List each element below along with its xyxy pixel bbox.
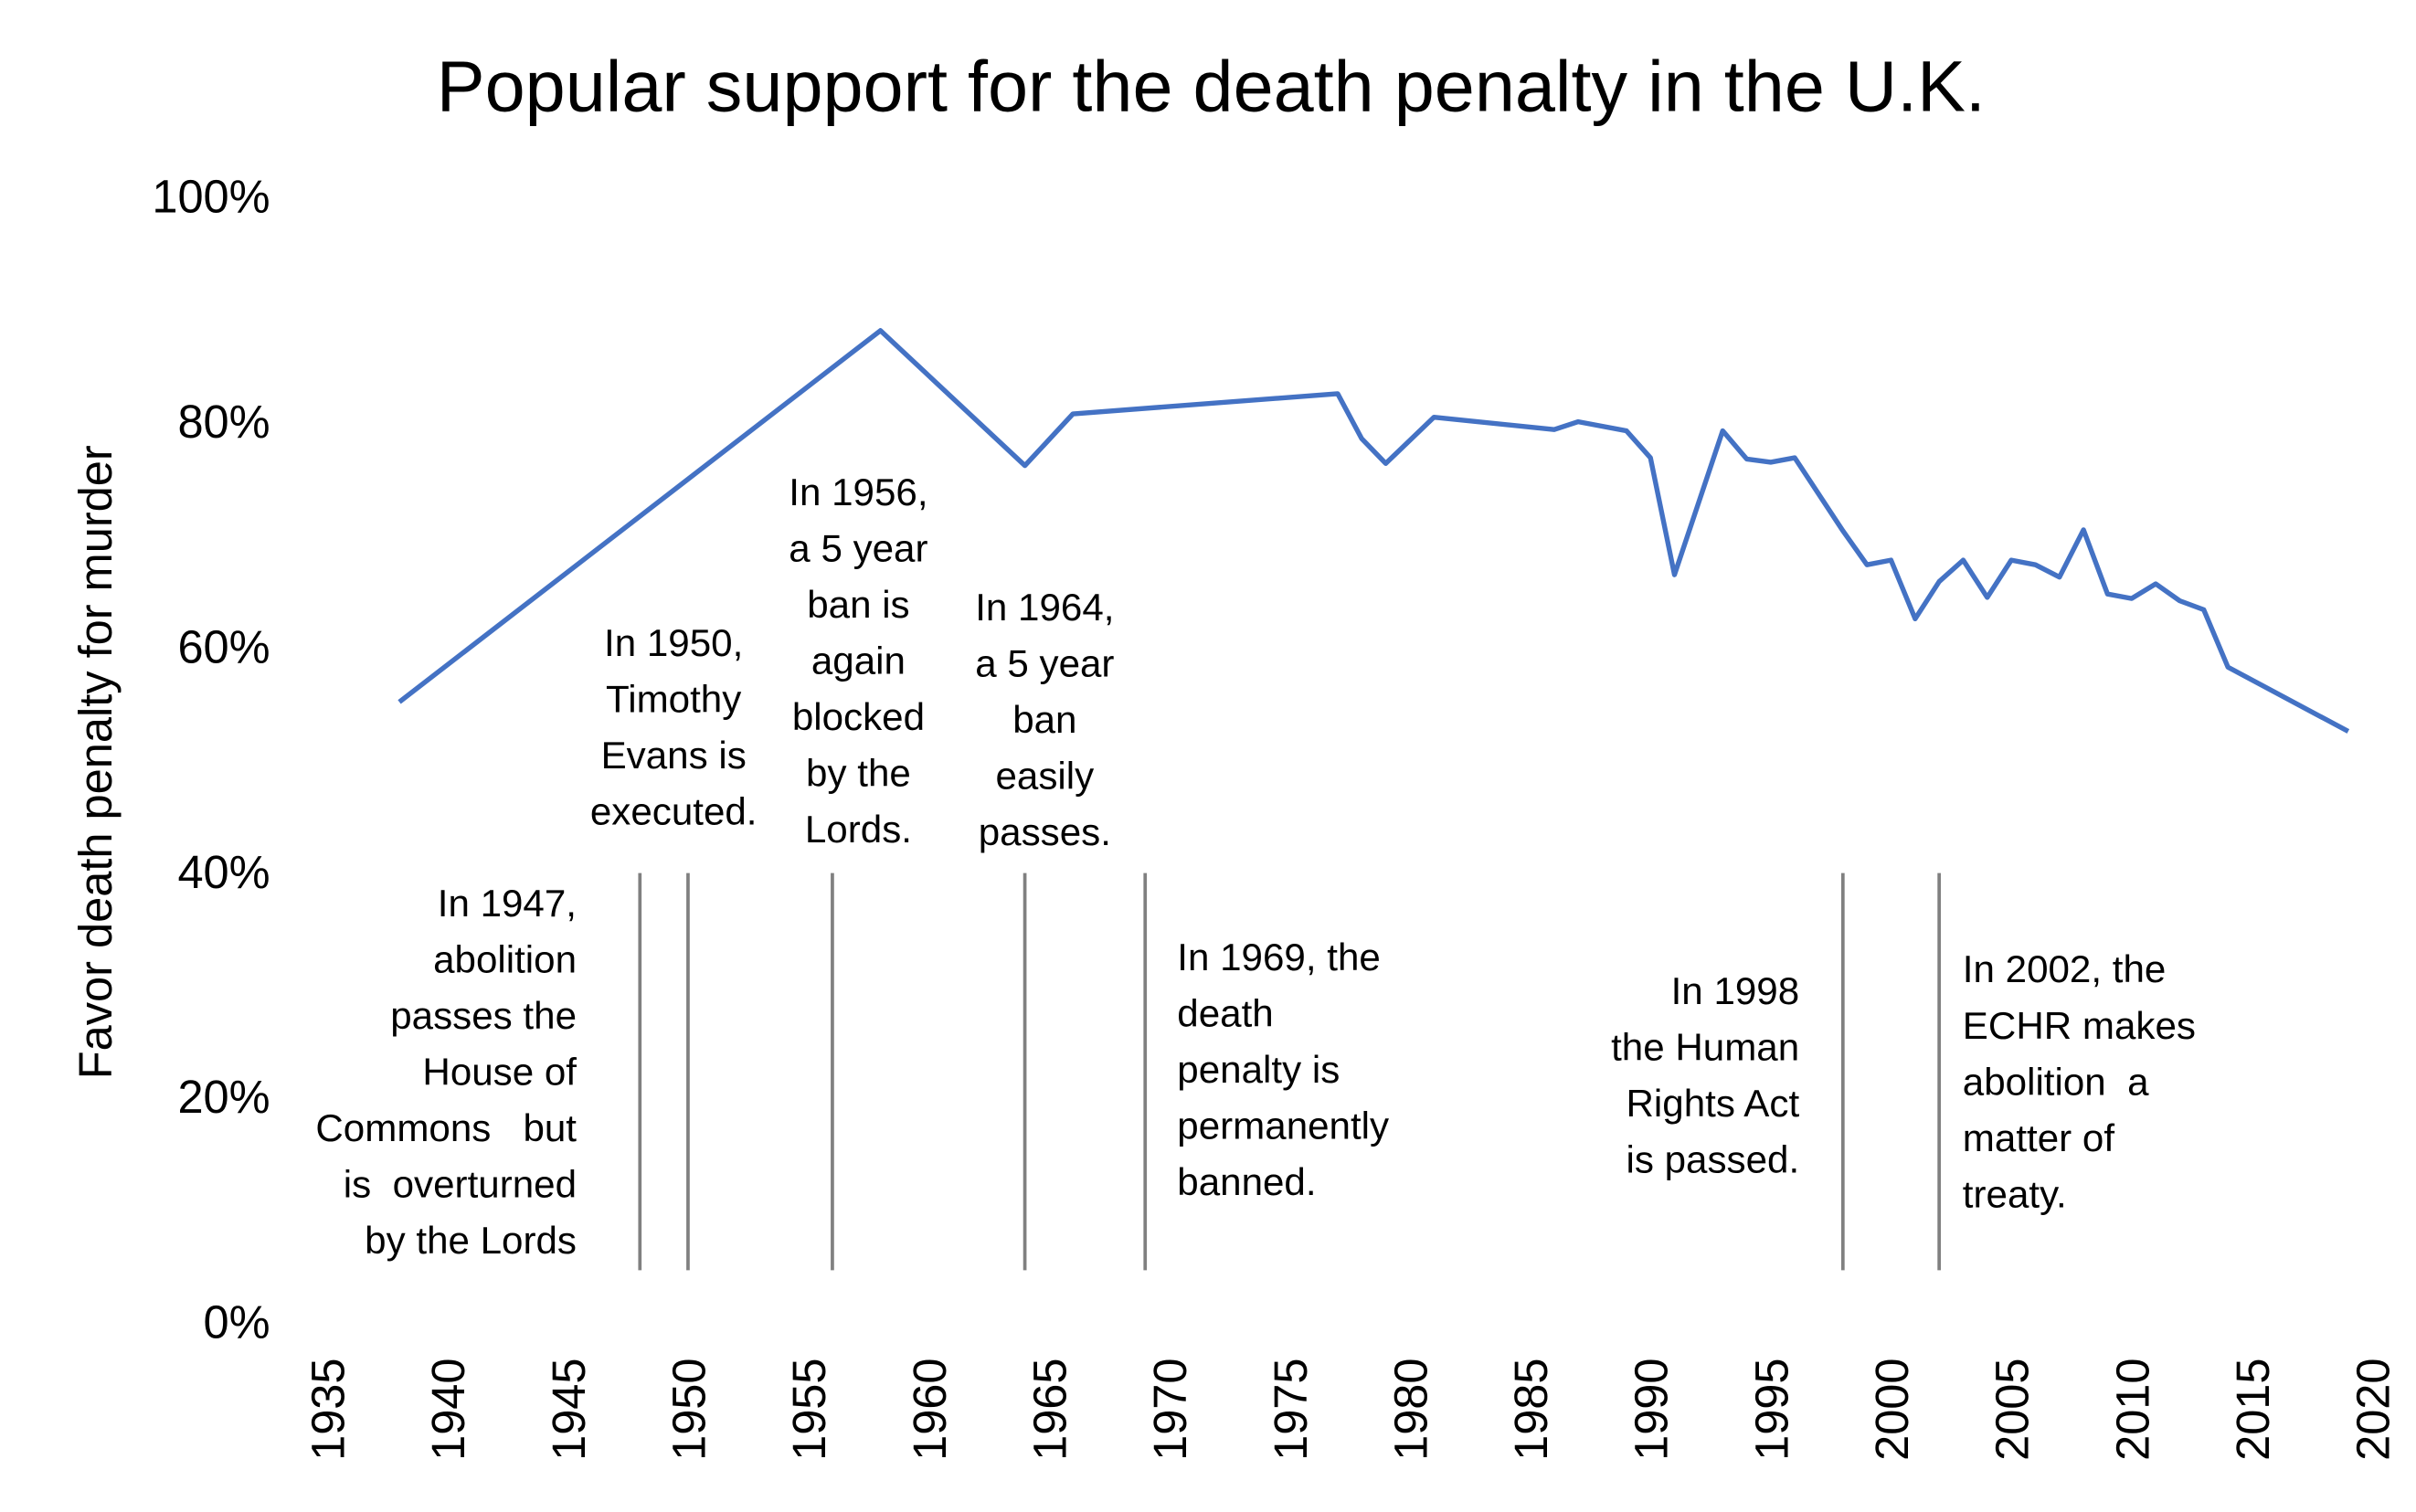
annotation-line: In 1998 bbox=[1671, 969, 1800, 1012]
event-lines bbox=[638, 872, 1942, 1271]
annotation-line: matter of bbox=[1963, 1116, 2115, 1159]
annotation-line: passes. bbox=[979, 810, 1111, 853]
y-tick-label: 80% bbox=[177, 396, 270, 448]
annotation-line: abolition a bbox=[1963, 1060, 2149, 1103]
annotation-line: the Human bbox=[1611, 1025, 1799, 1068]
x-tick-label: 2015 bbox=[2227, 1358, 2279, 1460]
x-tick-label: 1975 bbox=[1265, 1358, 1317, 1460]
annotation-line: banned. bbox=[1177, 1160, 1316, 1203]
x-tick-label: 1980 bbox=[1384, 1358, 1436, 1460]
annotations: In 1947, abolition passes the House of Commo… bbox=[315, 471, 2196, 1262]
annotation-line: treaty. bbox=[1963, 1172, 2067, 1215]
x-tick-label: 1990 bbox=[1626, 1358, 1678, 1460]
annotation-line: permanently bbox=[1177, 1104, 1389, 1147]
annotation-line: by the bbox=[806, 751, 911, 794]
annotation-line: abolition bbox=[433, 937, 577, 980]
annotation-line: death bbox=[1177, 991, 1273, 1034]
annotation-line: House of bbox=[422, 1050, 577, 1093]
y-tick-labels: 0% 20% 40% 60% 80% 100% bbox=[152, 171, 270, 1348]
annotation-line: Commons but bbox=[315, 1106, 577, 1149]
x-tick-label: 1995 bbox=[1745, 1358, 1797, 1460]
annotation-line: executed. bbox=[590, 789, 758, 832]
x-tick-label: 1955 bbox=[783, 1358, 835, 1460]
y-tick-label: 0% bbox=[204, 1296, 270, 1348]
x-tick-label: 2020 bbox=[2347, 1358, 2400, 1460]
annotation-line: ban is bbox=[807, 583, 909, 626]
annotation-line: ECHR makes bbox=[1963, 1004, 2196, 1047]
x-tick-label: 1970 bbox=[1144, 1358, 1196, 1460]
annotation-1956: In 1956, a 5 year ban is again blocked by the… bbox=[789, 471, 927, 851]
annotation-1998: In 1998 the Human Rights Act is passed. bbox=[1611, 969, 1799, 1181]
annotation-line: Timothy bbox=[606, 677, 741, 720]
annotation-line: Rights Act bbox=[1627, 1082, 1800, 1125]
y-tick-label: 100% bbox=[152, 171, 270, 223]
y-tick-label: 40% bbox=[177, 846, 270, 898]
annotation-line: Lords. bbox=[805, 808, 912, 851]
annotation-line: Evans is bbox=[601, 734, 747, 777]
y-axis-label: Favor death penalty for murder bbox=[69, 445, 122, 1079]
x-tick-label: 1940 bbox=[422, 1358, 474, 1460]
annotation-2002: In 2002, the ECHR makes abolition a matter … bbox=[1963, 947, 2196, 1215]
annotation-line: In 2002, the bbox=[1963, 947, 2167, 990]
annotation-line: is passed. bbox=[1626, 1137, 1799, 1180]
x-tick-label: 1935 bbox=[302, 1358, 355, 1460]
x-tick-label: 1945 bbox=[543, 1358, 595, 1460]
annotation-line: In 1956, bbox=[789, 471, 927, 513]
annotation-line: blocked bbox=[792, 695, 925, 738]
annotation-line: In 1950, bbox=[604, 621, 743, 664]
annotation-line: again bbox=[811, 639, 906, 682]
y-tick-label: 20% bbox=[177, 1071, 270, 1123]
annotation-1950: In 1950, Timothy Evans is executed. bbox=[590, 621, 758, 833]
annotation-line: In 1947, bbox=[438, 882, 577, 925]
annotation-line: by the Lords bbox=[365, 1219, 577, 1262]
annotation-line: passes the bbox=[390, 994, 577, 1037]
x-tick-label: 2000 bbox=[1866, 1358, 1918, 1460]
x-tick-label: 1950 bbox=[662, 1358, 715, 1460]
x-tick-label: 2010 bbox=[2106, 1358, 2158, 1460]
x-tick-label: 1985 bbox=[1505, 1358, 1557, 1460]
annotation-1969: In 1969, the death penalty is permanently ba… bbox=[1177, 936, 1389, 1203]
annotation-line: ban bbox=[1012, 698, 1076, 741]
series-line bbox=[397, 328, 2350, 734]
chart-title: Popular support for the death penalty in… bbox=[437, 45, 1986, 126]
x-tick-label: 1960 bbox=[904, 1358, 956, 1460]
annotation-line: penalty is bbox=[1177, 1048, 1340, 1091]
annotation-1947: In 1947, abolition passes the House of Commo… bbox=[315, 882, 577, 1262]
annotation-line: easily bbox=[996, 755, 1095, 798]
x-tick-label: 2005 bbox=[1987, 1358, 2039, 1460]
x-tick-label: 1965 bbox=[1023, 1358, 1076, 1460]
annotation-line: a 5 year bbox=[975, 642, 1114, 685]
annotation-1964: In 1964, a 5 year ban easily passes. bbox=[975, 586, 1114, 853]
annotation-line: In 1964, bbox=[975, 586, 1114, 629]
x-tick-labels: 1935 1940 1945 1950 1955 1960 1965 1970 1975 1980… bbox=[302, 1358, 2400, 1460]
annotation-line: a 5 year bbox=[789, 526, 927, 569]
y-tick-label: 60% bbox=[177, 620, 270, 672]
annotation-line: is overturned bbox=[344, 1162, 577, 1205]
annotation-line: In 1969, the bbox=[1177, 936, 1381, 978]
